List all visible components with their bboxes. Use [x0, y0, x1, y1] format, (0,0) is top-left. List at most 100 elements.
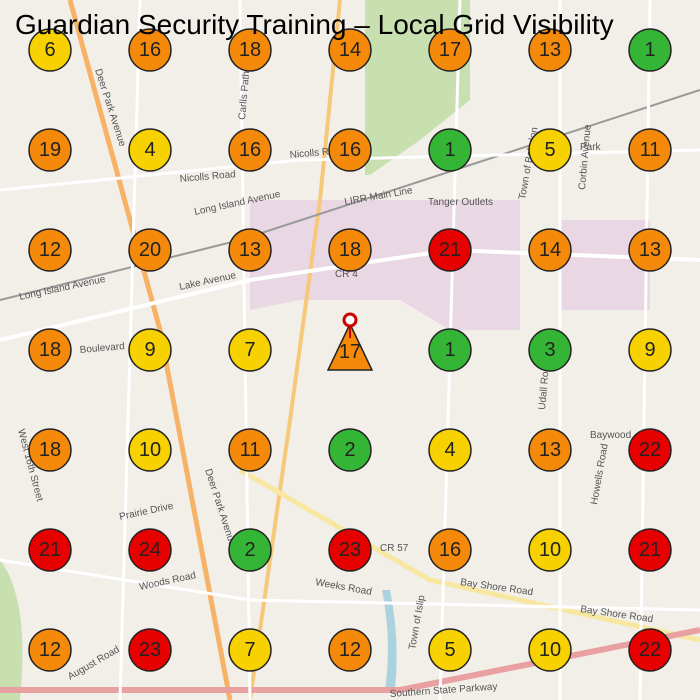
map-label: Baywood: [590, 430, 631, 441]
rank-marker: [428, 528, 472, 572]
rank-label: 10: [139, 439, 161, 461]
rank-label: 18: [39, 339, 61, 361]
rank-label: 1: [644, 39, 655, 61]
rank-marker: [528, 628, 572, 672]
map-label: Nicolls Road: [179, 169, 236, 185]
rank-label: 17: [339, 341, 361, 363]
rank-marker: [428, 28, 472, 72]
rank-label: 7: [244, 339, 255, 361]
rank-label: 14: [339, 39, 361, 61]
rank-label: 17: [439, 39, 461, 61]
rank-label: 23: [339, 539, 361, 561]
rank-label: 2: [344, 439, 355, 461]
rank-marker: [428, 428, 472, 472]
parkway: [0, 627, 700, 693]
rank-marker: [128, 628, 172, 672]
rank-marker: [128, 428, 172, 472]
rank-marker: [628, 228, 672, 272]
rank-label: 21: [439, 239, 461, 261]
rank-marker: [528, 228, 572, 272]
rank-marker: [428, 628, 472, 672]
water: [382, 590, 397, 690]
rank-label: 4: [144, 139, 155, 161]
rank-label: 16: [239, 139, 261, 161]
rank-label: 12: [39, 239, 61, 261]
rank-label: 5: [544, 139, 555, 161]
rank-label: 2: [244, 539, 255, 561]
road: [238, 467, 700, 643]
rank-marker: [628, 328, 672, 372]
rank-marker: [128, 28, 172, 72]
rank-marker: [328, 228, 372, 272]
rank-marker: [28, 228, 72, 272]
rank-marker: [28, 628, 72, 672]
rank-label: 9: [144, 339, 155, 361]
rank-marker: [128, 328, 172, 372]
rank-label: 22: [639, 439, 661, 461]
rank-marker: [328, 28, 372, 72]
rank-marker: [528, 528, 572, 572]
rank-label: 23: [139, 639, 161, 661]
rank-label: 10: [539, 639, 561, 661]
rank-label: 6: [44, 39, 55, 61]
rank-label: 3: [544, 339, 555, 361]
rank-marker: [228, 628, 272, 672]
map-label: Park: [580, 142, 602, 153]
rank-marker: [528, 428, 572, 472]
title: Guardian Security Training – Local Grid …: [15, 9, 614, 40]
center-marker: [326, 322, 374, 371]
rank-marker: [428, 228, 472, 272]
rank-label: 16: [339, 139, 361, 161]
rank-label: 9: [644, 339, 655, 361]
rank-marker: [28, 328, 72, 372]
rank-marker: [428, 128, 472, 172]
rank-label: 21: [39, 539, 61, 561]
rank-marker: [628, 628, 672, 672]
rank-label: 16: [439, 539, 461, 561]
rank-marker: [228, 428, 272, 472]
rank-label: 19: [39, 139, 61, 161]
rank-marker: [228, 528, 272, 572]
rank-label: 10: [539, 539, 561, 561]
rank-marker: [328, 428, 372, 472]
rank-label: 13: [239, 239, 261, 261]
rank-label: 11: [240, 439, 261, 461]
map-label: CR 57: [380, 543, 409, 554]
rank-marker: [228, 128, 272, 172]
rank-marker: [128, 528, 172, 572]
rank-marker: [328, 528, 372, 572]
location-pin: [342, 312, 358, 328]
rank-label: 12: [339, 639, 361, 661]
road: [67, 0, 233, 700]
rank-label: 22: [639, 639, 661, 661]
rank-label: 20: [139, 239, 161, 261]
rank-marker: [628, 28, 672, 72]
rank-label: 18: [239, 39, 261, 61]
rank-marker: [328, 128, 372, 172]
rank-marker: [128, 128, 172, 172]
rank-label: 24: [139, 539, 161, 561]
rank-marker: [28, 428, 72, 472]
rank-label: 16: [139, 39, 161, 61]
rank-label: 18: [39, 439, 61, 461]
map-label: Carlls Path: [237, 71, 252, 121]
rank-marker: [228, 328, 272, 372]
rank-marker: [528, 128, 572, 172]
rank-label: 21: [639, 539, 661, 561]
commercial-area: [560, 220, 650, 310]
map-label: Udall Road: [537, 360, 552, 410]
map-label: Boulevard: [79, 341, 125, 356]
rank-marker: [528, 28, 572, 72]
rank-label: 1: [444, 139, 455, 161]
rank-label: 12: [39, 639, 61, 661]
map-label: Tanger Outlets: [428, 197, 493, 208]
rank-marker: [628, 528, 672, 572]
rank-marker: [328, 628, 372, 672]
rank-marker: [28, 128, 72, 172]
rank-label: 13: [539, 439, 561, 461]
rank-label: 18: [339, 239, 361, 261]
rank-marker: [28, 528, 72, 572]
rank-marker: [628, 428, 672, 472]
